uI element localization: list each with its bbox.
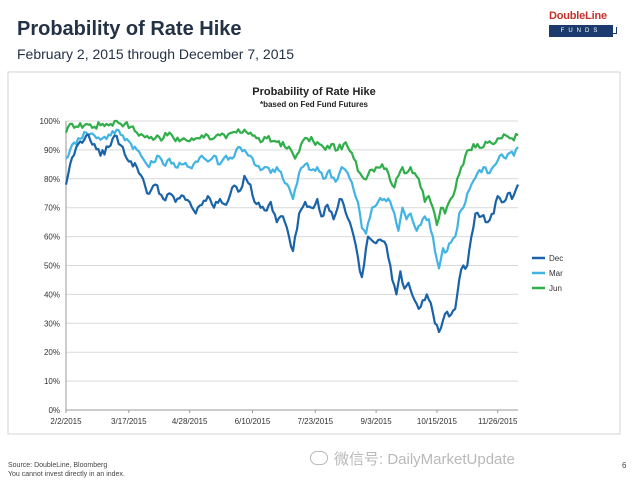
y-tick-label: 100% xyxy=(40,117,60,126)
chart-frame xyxy=(7,71,621,435)
x-tick-label: 10/15/2015 xyxy=(417,417,458,426)
y-tick-label: 70% xyxy=(44,204,60,213)
x-tick-label: 7/23/2015 xyxy=(298,417,334,426)
y-tick-label: 30% xyxy=(44,319,60,328)
y-tick-label: 40% xyxy=(44,290,60,299)
y-axis-ticks: 0% 10% 20% 30% 40% 50% 60% 70% 80% 90% 100% xyxy=(40,117,60,415)
y-tick-label: 60% xyxy=(44,233,60,242)
probability-chart: Probability of Rate Hike *based on Fed F… xyxy=(7,71,621,435)
source-note: Source: DoubleLine, Bloomberg You cannot… xyxy=(8,461,125,479)
y-tick-label: 0% xyxy=(48,406,60,415)
page-subtitle: February 2, 2015 through December 7, 201… xyxy=(17,46,295,62)
disclaimer-line: You cannot invest directly in an index. xyxy=(8,471,125,478)
x-tick-label: 9/3/2015 xyxy=(361,417,393,426)
x-tick-label: 3/17/2015 xyxy=(111,417,147,426)
legend-label-mar: Mar xyxy=(549,269,563,278)
series-line-mar xyxy=(65,128,519,270)
watermark-text: 微信号: DailyMarketUpdate xyxy=(334,451,515,468)
y-tick-label: 10% xyxy=(44,377,60,386)
doubleline-logo: DoubleLine FUNDS xyxy=(549,9,617,37)
legend-label-dec: Dec xyxy=(549,254,563,263)
series-line-jun xyxy=(64,119,519,227)
y-tick-label: 90% xyxy=(44,146,60,155)
x-tick-label: 4/28/2015 xyxy=(172,417,208,426)
page-title: Probability of Rate Hike xyxy=(17,18,242,40)
legend-label-jun: Jun xyxy=(549,284,562,293)
y-tick-label: 20% xyxy=(44,348,60,357)
chart-title: Probability of Rate Hike xyxy=(252,86,375,98)
logo-funds-bar: FUNDS xyxy=(549,25,613,37)
legend: Dec Mar Jun xyxy=(532,254,563,293)
x-tick-label: 2/2/2015 xyxy=(50,417,82,426)
y-tick-label: 80% xyxy=(44,175,60,184)
chart-subtitle: *based on Fed Fund Futures xyxy=(260,100,369,109)
wechat-icon xyxy=(310,451,328,465)
y-tick-label: 50% xyxy=(44,262,60,271)
source-line: Source: DoubleLine, Bloomberg xyxy=(8,462,108,469)
series-lines xyxy=(64,119,520,334)
x-tick-label: 6/10/2015 xyxy=(235,417,271,426)
page-number: 6 xyxy=(622,461,627,470)
x-axis-ticks: 2/2/2015 3/17/2015 4/28/2015 6/10/2015 7/23/… xyxy=(50,410,518,426)
series-line-dec xyxy=(64,133,520,334)
gridlines xyxy=(65,120,518,411)
x-tick-label: 11/26/2015 xyxy=(478,417,518,426)
logo-wordmark: DoubleLine xyxy=(549,10,607,22)
wechat-watermark: 微信号: DailyMarketUpdate xyxy=(310,448,515,469)
logo-corner-mark xyxy=(610,27,617,34)
